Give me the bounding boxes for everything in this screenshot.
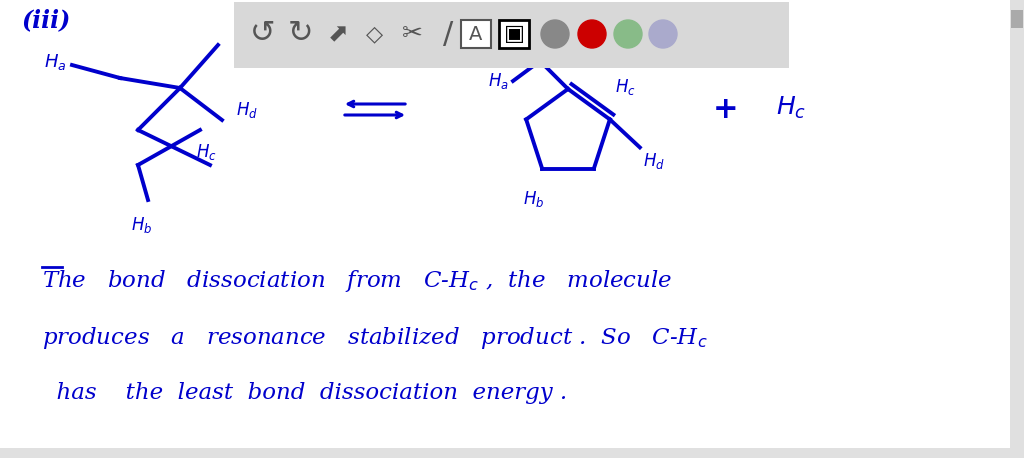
Text: The   bond   dissociation   from   C-H$_c$ ,  the   molecule: The bond dissociation from C-H$_c$ , the…	[42, 268, 673, 294]
Circle shape	[578, 20, 606, 48]
Text: +: +	[713, 96, 738, 125]
Text: $H_b$: $H_b$	[131, 215, 153, 235]
FancyBboxPatch shape	[234, 2, 790, 68]
Text: ⬈: ⬈	[328, 22, 348, 46]
Text: ▣: ▣	[504, 24, 524, 44]
Text: $H_c$: $H_c$	[776, 95, 806, 121]
Text: /: /	[442, 20, 454, 49]
Text: ✂: ✂	[401, 22, 423, 46]
FancyBboxPatch shape	[461, 20, 490, 48]
Text: $H_d$: $H_d$	[236, 100, 258, 120]
Text: $H_d$: $H_d$	[643, 152, 665, 171]
Text: $H_a$: $H_a$	[487, 71, 509, 91]
FancyBboxPatch shape	[1011, 10, 1023, 28]
Text: $H_c$: $H_c$	[614, 77, 636, 98]
FancyBboxPatch shape	[499, 20, 529, 48]
Text: (iii): (iii)	[22, 8, 72, 32]
Text: $H_c$: $H_c$	[196, 142, 217, 162]
Circle shape	[541, 20, 569, 48]
Text: ↻: ↻	[288, 20, 312, 49]
Text: ◇: ◇	[366, 24, 383, 44]
Text: $H_a$: $H_a$	[44, 52, 67, 72]
Circle shape	[614, 20, 642, 48]
Text: ↺: ↺	[250, 20, 275, 49]
Text: produces   a   resonance   stabilized   product .  So   C-H$_c$: produces a resonance stabilized product …	[42, 325, 708, 351]
Text: has    the  least  bond  dissociation  energy .: has the least bond dissociation energy .	[42, 382, 567, 404]
FancyBboxPatch shape	[0, 448, 1010, 458]
FancyBboxPatch shape	[1010, 0, 1024, 458]
Text: A: A	[469, 24, 482, 44]
Circle shape	[649, 20, 677, 48]
Text: $H_b$: $H_b$	[523, 189, 545, 208]
